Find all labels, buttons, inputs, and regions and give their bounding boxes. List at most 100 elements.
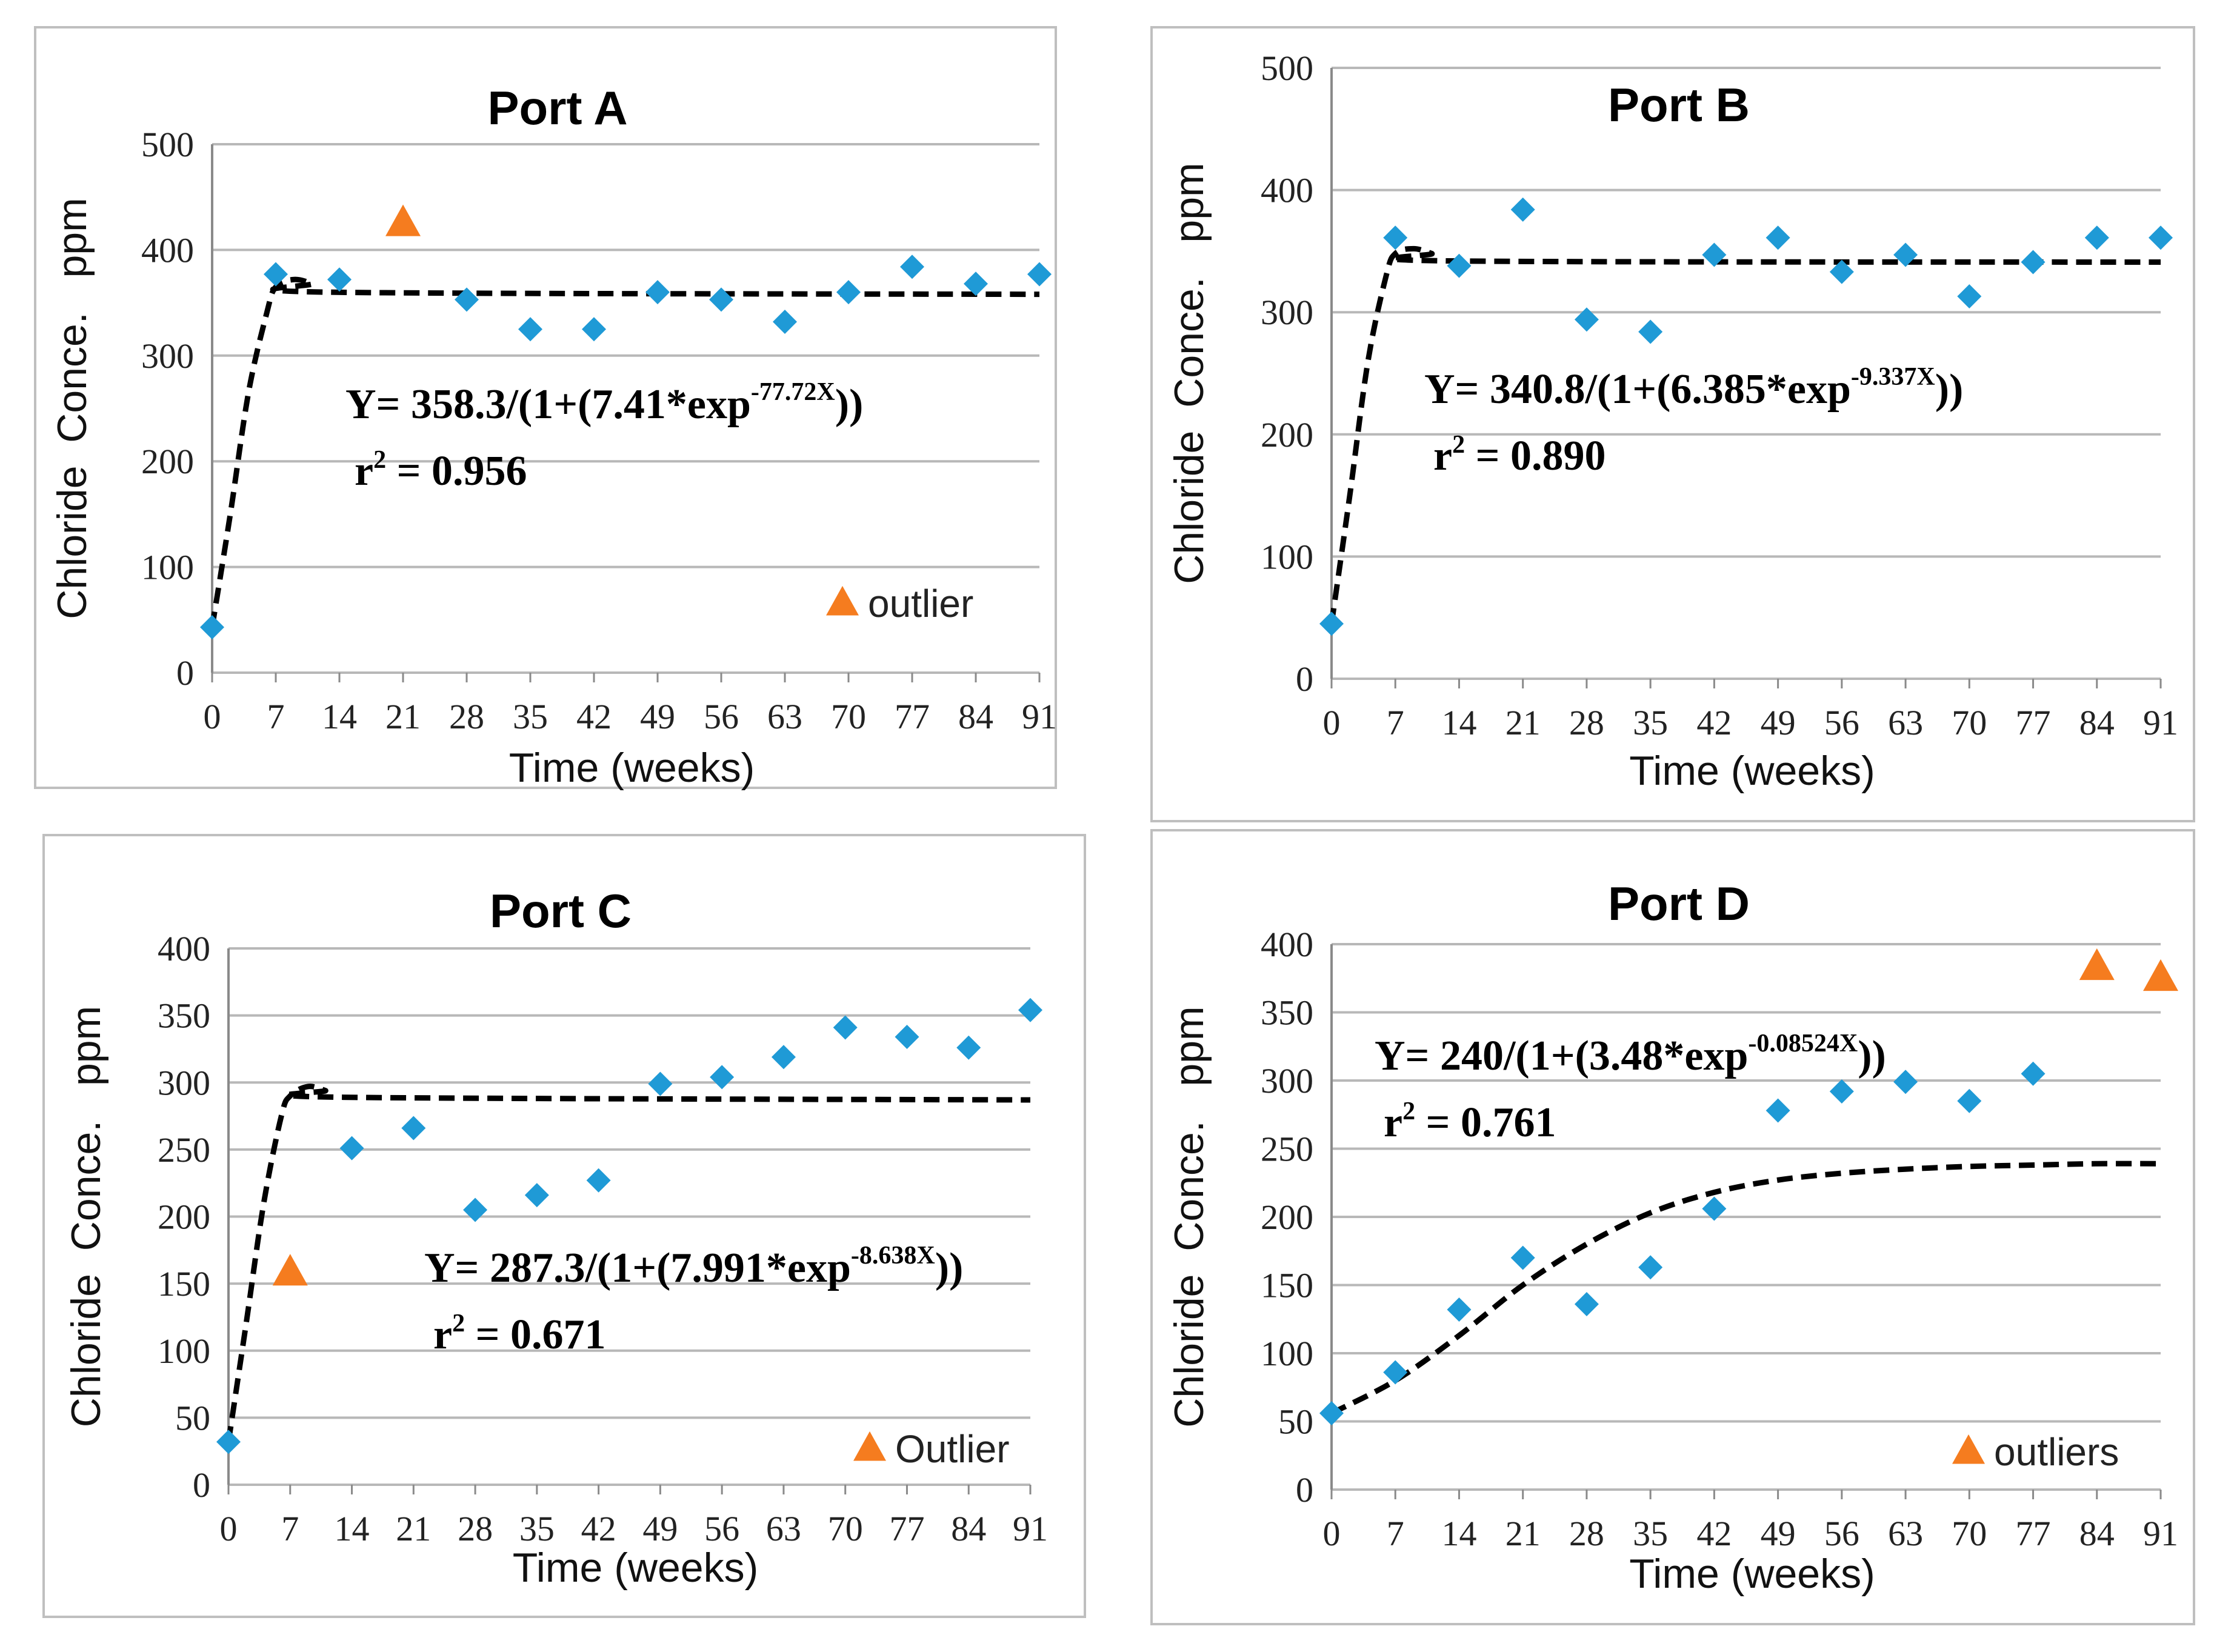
data-point: [1383, 225, 1408, 250]
y-tick-label: 0: [1296, 659, 1313, 699]
y-axis-label: Chloride Conce. ppm: [63, 1006, 109, 1427]
data-point: [586, 1168, 611, 1193]
x-tick-label: 56: [1824, 703, 1859, 742]
equation-exponent: -9.337X: [1851, 363, 1935, 391]
x-tick-label: 0: [1323, 703, 1341, 742]
x-tick-label: 42: [576, 697, 612, 736]
data-point: [895, 1025, 919, 1050]
x-tick-label: 56: [1824, 1514, 1859, 1553]
r-squared: r2 = 0.671: [433, 1310, 605, 1358]
data-point: [327, 267, 352, 292]
x-tick-label: 14: [322, 697, 357, 736]
x-axis-label: Time (weeks): [513, 1545, 759, 1591]
data-point: [1766, 225, 1790, 250]
data-point: [463, 1197, 488, 1222]
data-point: [1574, 1292, 1599, 1316]
outlier-point: [272, 1254, 308, 1286]
y-tick-label: 50: [175, 1398, 210, 1437]
data-point: [2021, 1061, 2046, 1086]
y-tick-label: 250: [158, 1130, 210, 1170]
x-tick-label: 28: [1569, 1514, 1604, 1553]
x-tick-label: 91: [1013, 1509, 1048, 1548]
data-point: [1447, 1297, 1472, 1322]
x-tick-label: 77: [2016, 703, 2051, 742]
x-tick-label: 56: [704, 697, 739, 736]
y-axis-label: Chloride Conce. ppm: [1166, 162, 1212, 584]
data-point: [1018, 998, 1042, 1022]
r-squared-value: = 0.761: [1415, 1099, 1556, 1146]
equation-main: Y= 287.3/(1+(7.991*exp: [424, 1245, 851, 1291]
y-tick-label: 400: [158, 929, 210, 968]
legend-outlier-marker: [826, 585, 859, 616]
legend: outliers: [1952, 1430, 2119, 1474]
x-tick-label: 91: [2143, 1514, 2178, 1553]
fit-equation: Y= 340.8/(1+(6.385*exp-9.337X)): [1424, 363, 1963, 413]
r-squared-r: r: [433, 1311, 452, 1358]
data-point: [1383, 1360, 1408, 1385]
x-tick-label: 84: [2079, 703, 2115, 742]
data-point: [1702, 242, 1727, 267]
x-tick-label: 63: [767, 697, 802, 736]
x-tick-label: 28: [1569, 703, 1604, 742]
data-point: [645, 280, 670, 305]
equation-main: Y= 340.8/(1+(6.385*exp: [1424, 366, 1851, 413]
r-squared-sup: 2: [452, 1310, 465, 1337]
x-tick-label: 14: [335, 1509, 370, 1548]
y-tick-label: 400: [1261, 925, 1313, 964]
legend-outlier-marker: [1952, 1434, 1985, 1464]
legend-outlier-marker: [853, 1431, 886, 1461]
data-point: [964, 271, 988, 296]
x-tick-label: 70: [1952, 703, 1987, 742]
data-point: [1027, 262, 1052, 287]
y-tick-label: 0: [193, 1465, 210, 1505]
data-point: [1957, 1088, 1982, 1113]
x-tick-label: 63: [1888, 1514, 1923, 1553]
chart-title: Port C: [490, 884, 632, 938]
x-tick-label: 0: [1323, 1514, 1341, 1553]
r-squared-r: r: [355, 448, 373, 495]
data-point: [2084, 225, 2109, 250]
fit-equation: Y= 287.3/(1+(7.991*exp-8.638X)): [424, 1242, 963, 1291]
data-point: [455, 287, 479, 312]
y-tick-label: 150: [1261, 1266, 1313, 1305]
x-tick-label: 42: [1696, 703, 1732, 742]
data-point: [710, 1065, 735, 1090]
data-point: [1638, 1255, 1663, 1280]
y-tick-label: 100: [1261, 1334, 1313, 1373]
x-tick-label: 35: [1633, 703, 1668, 742]
y-tick-label: 100: [141, 548, 194, 587]
x-tick-label: 70: [831, 697, 866, 736]
data-point: [773, 309, 797, 334]
r-squared-value: = 0.890: [1465, 433, 1605, 479]
y-tick-label: 350: [158, 996, 210, 1036]
x-tick-label: 63: [766, 1509, 801, 1548]
data-point: [771, 1045, 796, 1070]
x-tick-label: 84: [2079, 1514, 2115, 1553]
data-point: [648, 1071, 673, 1096]
data-point: [709, 287, 733, 312]
x-tick-label: 28: [449, 697, 484, 736]
y-tick-label: 300: [1261, 293, 1313, 332]
data-point: [582, 317, 606, 342]
fit-equation: Y= 358.3/(1+(7.41*exp-77.72X)): [345, 378, 863, 428]
equation-exponent: -0.08524X: [1748, 1030, 1858, 1057]
equation-close: )): [1858, 1033, 1886, 1079]
x-tick-label: 0: [220, 1509, 238, 1548]
chart-title: Port A: [487, 81, 627, 135]
panel-border: [1150, 829, 2195, 1625]
legend-label: outlier: [868, 582, 973, 625]
x-tick-label: 56: [704, 1509, 739, 1548]
y-tick-label: 500: [1261, 48, 1313, 88]
y-tick-label: 100: [1261, 537, 1313, 576]
x-tick-label: 0: [204, 697, 221, 736]
y-tick-label: 0: [176, 653, 194, 693]
outlier-point: [385, 204, 421, 236]
data-point: [1893, 1070, 1918, 1094]
x-tick-label: 7: [267, 697, 285, 736]
r-squared-r: r: [1433, 433, 1452, 479]
r-squared-value: = 0.671: [465, 1311, 605, 1358]
y-tick-label: 400: [1261, 171, 1313, 210]
panel-border: [34, 26, 1057, 789]
legend: Outlier: [853, 1427, 1010, 1471]
y-tick-label: 200: [1261, 1197, 1313, 1237]
